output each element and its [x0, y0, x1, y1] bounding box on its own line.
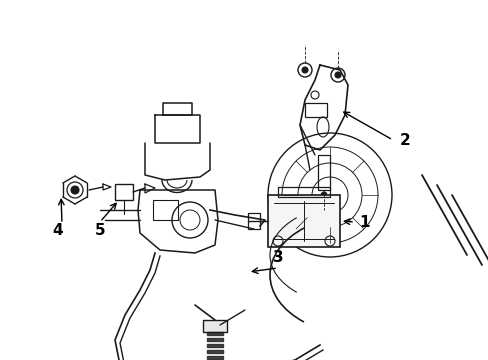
Circle shape	[71, 186, 79, 194]
Circle shape	[320, 192, 326, 198]
Text: 1: 1	[359, 215, 369, 230]
Bar	[267, 195, 339, 247]
Circle shape	[334, 72, 340, 78]
Text: 2: 2	[399, 132, 409, 148]
Circle shape	[302, 67, 307, 73]
Bar	[317, 155, 329, 190]
Bar	[247, 213, 260, 229]
Bar	[203, 320, 226, 332]
Bar	[305, 103, 326, 117]
Bar	[278, 187, 329, 197]
Text: 4: 4	[53, 222, 63, 238]
Bar	[115, 184, 133, 200]
Text: 3: 3	[272, 251, 283, 266]
Text: 5: 5	[95, 222, 105, 238]
Bar	[153, 200, 178, 220]
